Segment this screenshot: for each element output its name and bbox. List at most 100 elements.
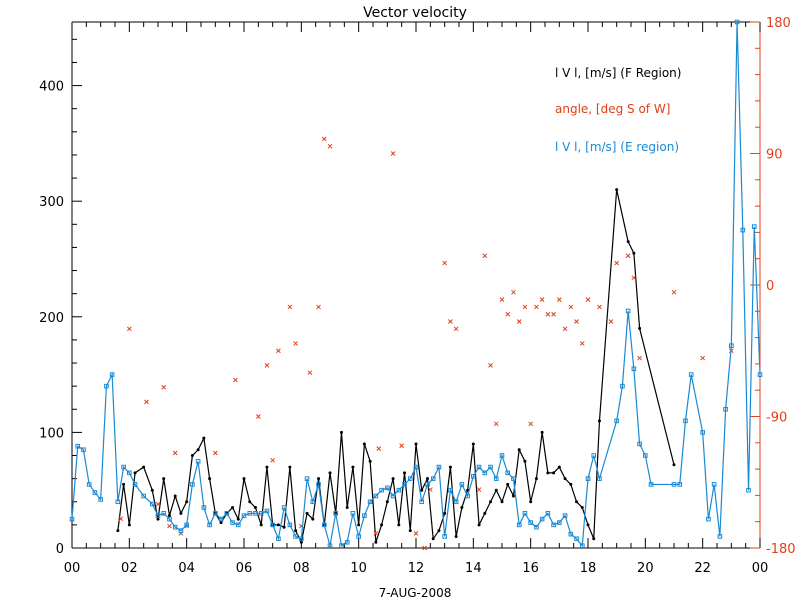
x-ticks: 00 02 04 06 08 10 12 14 16 18 20 22 00 [64, 22, 768, 576]
data-point [460, 506, 464, 510]
data-point [327, 543, 333, 548]
data-point [126, 326, 132, 332]
data-point [522, 511, 528, 516]
data-point [539, 297, 545, 302]
data-point [242, 477, 246, 481]
data-point [506, 482, 510, 486]
data-point [380, 523, 384, 527]
data-point [195, 458, 201, 464]
right-y-ticks: -180 -90 0 90 180 [750, 16, 796, 557]
data-point [427, 487, 433, 492]
data-point [734, 19, 740, 25]
data-point [625, 253, 631, 259]
data-point [488, 363, 493, 368]
data-point [328, 471, 332, 475]
data-point [207, 522, 212, 528]
data-point [264, 363, 270, 368]
data-point [345, 506, 349, 510]
data-point [299, 536, 304, 542]
legend-e-region: l V l, [m/s] (E region) [555, 140, 679, 154]
data-point [248, 500, 252, 504]
data-point [155, 513, 161, 518]
x-tick-label: 02 [121, 561, 138, 576]
data-point [132, 482, 138, 487]
data-point [620, 383, 625, 389]
data-point [465, 493, 470, 499]
data-point [643, 453, 648, 458]
data-point [408, 529, 412, 533]
data-point [385, 500, 389, 504]
data-point [453, 499, 459, 505]
data-point [178, 528, 184, 533]
data-point [218, 516, 224, 522]
data-point [551, 522, 556, 528]
data-point [448, 319, 453, 324]
data-point [482, 470, 488, 476]
data-point [149, 501, 155, 507]
data-point [597, 419, 601, 423]
data-point [717, 534, 723, 539]
data-point [413, 531, 419, 536]
data-point [614, 418, 619, 424]
data-point [293, 534, 298, 539]
data-point [534, 304, 539, 310]
data-point [407, 476, 413, 481]
y2-tick-label: 90 [766, 148, 783, 163]
data-point [534, 524, 539, 530]
data-point [190, 482, 195, 487]
data-point [241, 513, 247, 518]
data-point [579, 341, 585, 346]
data-point [597, 304, 602, 310]
legend: l V l, [m/s] (F Region) angle, [deg S of… [555, 66, 681, 154]
data-point [688, 372, 694, 377]
legend-f-region: l V l, [m/s] (F Region) [555, 66, 681, 80]
data-point [672, 463, 676, 467]
data-point [201, 505, 207, 510]
data-point [677, 482, 683, 487]
data-point [556, 297, 562, 302]
y2-tick-label: -180 [766, 542, 796, 557]
data-point [442, 260, 448, 266]
data-point [671, 482, 677, 487]
data-point [98, 497, 103, 502]
data-point [75, 443, 81, 449]
data-point [597, 476, 602, 481]
data-point [403, 471, 407, 475]
data-point [167, 516, 172, 522]
data-point [568, 304, 574, 310]
data-point [574, 536, 579, 542]
data-point [422, 545, 427, 551]
data-point [339, 430, 343, 434]
data-point [466, 488, 470, 492]
data-point [399, 443, 405, 449]
data-point [321, 522, 327, 528]
data-point [367, 499, 373, 505]
data-point [706, 516, 711, 522]
data-point [265, 465, 269, 469]
y-tick-label: 0 [56, 542, 64, 557]
data-point [104, 383, 109, 389]
data-point [294, 529, 298, 533]
data-point [482, 253, 488, 259]
data-point [529, 500, 533, 504]
data-point [376, 446, 382, 451]
y-tick-label: 300 [39, 195, 64, 210]
data-point [173, 494, 177, 498]
x-tick-label: 22 [694, 561, 711, 576]
data-point [379, 487, 384, 493]
data-point [488, 464, 493, 470]
data-point [476, 464, 482, 470]
data-point [493, 476, 499, 481]
data-point [212, 450, 218, 456]
data-point [122, 482, 126, 486]
data-point [563, 477, 567, 481]
data-point [196, 448, 200, 452]
data-point [230, 520, 235, 525]
data-point [316, 304, 321, 310]
data-point [471, 474, 476, 479]
data-point [575, 500, 579, 504]
data-point [259, 523, 263, 527]
data-point [184, 522, 189, 528]
data-point [729, 343, 734, 348]
y-tick-label: 200 [39, 311, 64, 326]
